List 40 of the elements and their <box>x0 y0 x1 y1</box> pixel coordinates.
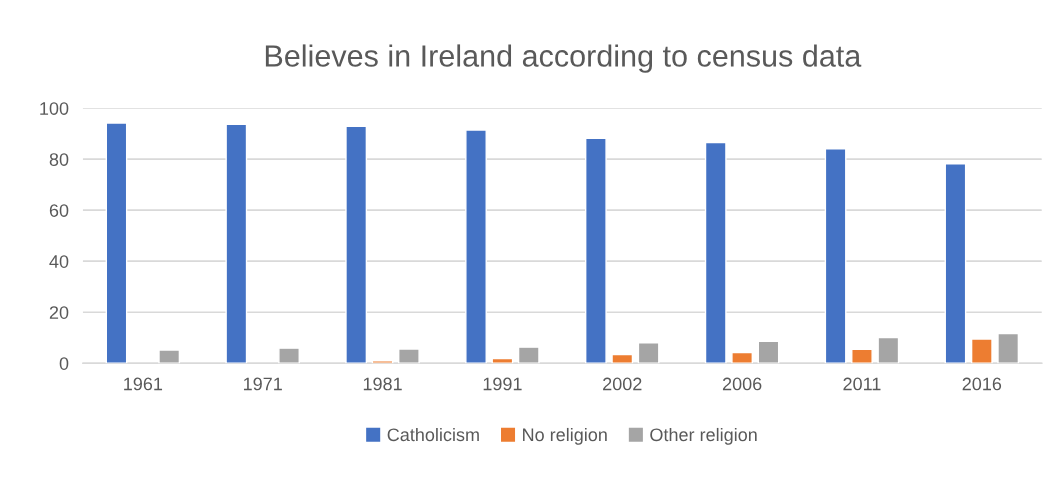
legend-label: No religion <box>523 427 607 445</box>
bar <box>731 351 753 364</box>
x-tick-label: 2016 <box>962 377 1002 391</box>
y-tick-label: 100 <box>40 102 69 115</box>
x-tick-label: 1981 <box>363 377 402 391</box>
bar <box>757 340 780 364</box>
x-tick-label: 1961 <box>124 377 163 391</box>
bar <box>944 163 967 364</box>
bar <box>371 360 394 364</box>
bar <box>824 148 847 364</box>
x-tick-label: 1971 <box>243 377 282 391</box>
bar <box>491 357 514 364</box>
bar <box>158 349 181 364</box>
bar <box>517 346 540 364</box>
y-tick-label: 80 <box>49 153 69 166</box>
bar <box>105 122 128 364</box>
y-tick-label: 20 <box>49 306 69 319</box>
legend-label: Catholicism <box>387 427 479 442</box>
bar <box>398 348 420 364</box>
bar <box>877 336 900 364</box>
x-tick-label: 2006 <box>722 377 762 391</box>
x-tick-label: 2002 <box>603 377 642 391</box>
bar <box>637 342 660 364</box>
x-tick-label: 2011 <box>843 377 881 391</box>
bar <box>465 129 487 364</box>
y-tick-label: 0 <box>59 357 69 370</box>
bar <box>345 125 368 364</box>
bar <box>611 353 634 364</box>
bar <box>997 332 1020 364</box>
bar <box>278 347 300 364</box>
bar <box>970 338 993 364</box>
x-tick-label: 1991 <box>483 377 522 391</box>
chart-title: Believes in Ireland according to census data <box>265 44 862 73</box>
bar <box>704 141 727 364</box>
y-tick-label: 40 <box>49 255 69 268</box>
bar <box>851 348 873 364</box>
bar <box>585 137 607 364</box>
bar <box>225 123 248 364</box>
y-tick-label: 60 <box>49 204 69 217</box>
legend-label: Other religion <box>650 427 757 445</box>
